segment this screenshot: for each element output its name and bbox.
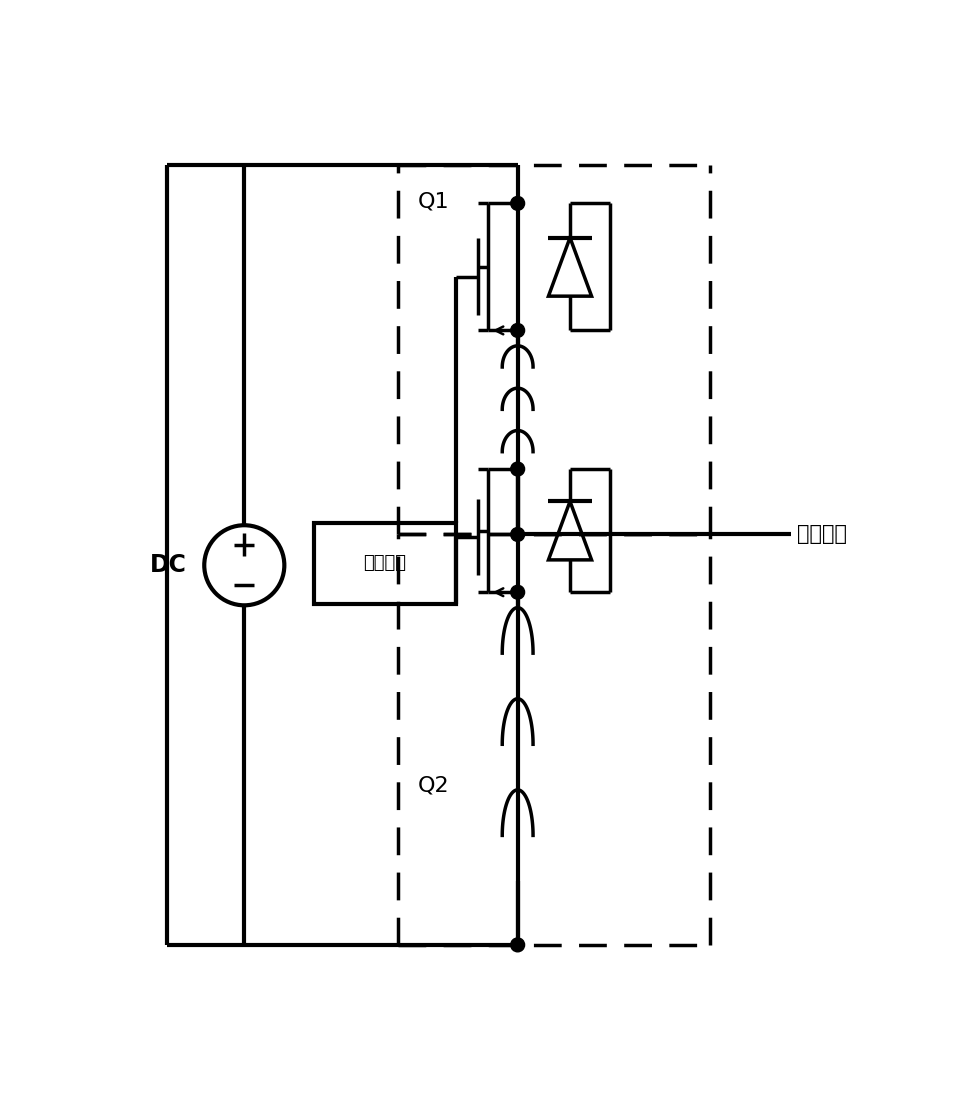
Circle shape (511, 527, 524, 541)
Circle shape (511, 585, 524, 600)
Text: 驱动电路: 驱动电路 (364, 554, 407, 572)
Circle shape (511, 462, 524, 475)
Text: Q2: Q2 (417, 775, 449, 795)
Circle shape (511, 197, 524, 211)
Text: Q1: Q1 (417, 192, 449, 212)
Bar (314, 523, 456, 604)
Circle shape (511, 938, 524, 952)
Text: 电机负载: 电机负载 (797, 525, 847, 545)
Circle shape (511, 324, 524, 337)
Text: DC: DC (150, 553, 186, 578)
